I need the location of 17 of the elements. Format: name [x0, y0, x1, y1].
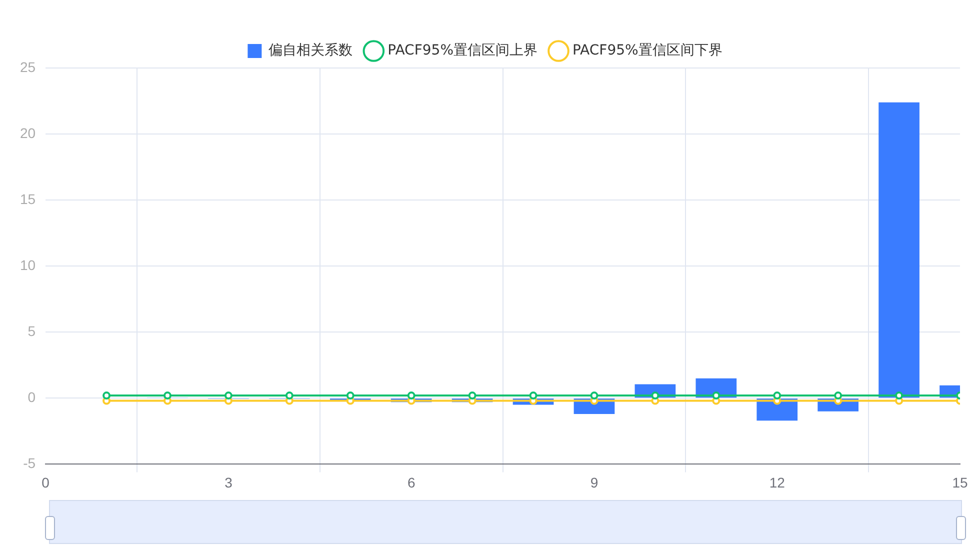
x-tick-label: 15 [952, 474, 968, 490]
y-tick-label: 0 [28, 389, 36, 406]
legend-label: PACF95%置信区间下界 [572, 42, 722, 59]
x-tick-label: 9 [590, 474, 598, 490]
x-tick-label: 0 [42, 474, 50, 490]
y-tick-label: 20 [20, 124, 36, 141]
y-tick-label: 15 [20, 190, 36, 207]
y-tick-label: -5 [23, 455, 36, 472]
y-tick-label: 10 [20, 256, 36, 273]
x-tick-label: 3 [224, 474, 233, 490]
y-tick-label: 25 [20, 58, 36, 75]
x-tick-label: 12 [769, 474, 786, 490]
y-tick-label: 5 [28, 322, 36, 339]
bar [878, 102, 920, 398]
x-tick-label: 6 [407, 474, 416, 490]
legend-label: PACF95%置信区间上界 [388, 42, 538, 59]
legend-label: 偏自相关系数 [268, 42, 353, 59]
